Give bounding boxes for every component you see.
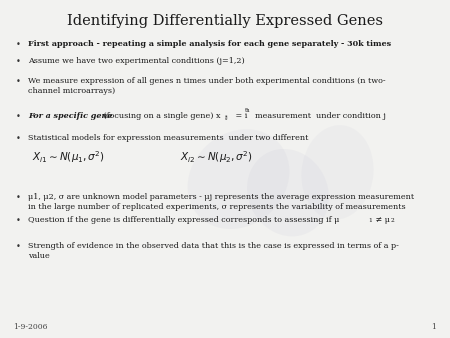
Text: μ1, μ2, σ are unknown model parameters - μj represents the average expression me: μ1, μ2, σ are unknown model parameters -… (28, 193, 414, 211)
Text: •: • (16, 216, 21, 225)
Text: •: • (16, 134, 21, 143)
Text: = i: = i (233, 112, 247, 120)
Ellipse shape (188, 129, 289, 229)
Text: 1-9-2006: 1-9-2006 (14, 322, 48, 331)
Text: •: • (16, 57, 21, 66)
Ellipse shape (302, 125, 373, 220)
Text: ≠ μ: ≠ μ (373, 216, 390, 224)
Text: ij: ij (225, 115, 229, 120)
Text: •: • (16, 40, 21, 49)
Text: $X_{i1} \sim N(\mu_1, \sigma^2)$: $X_{i1} \sim N(\mu_1, \sigma^2)$ (32, 149, 104, 165)
Text: th: th (245, 108, 251, 113)
Text: measurement  under condition j: measurement under condition j (255, 112, 386, 120)
Text: Assume we have two experimental conditions (j=1,2): Assume we have two experimental conditio… (28, 57, 245, 65)
Text: Identifying Differentially Expressed Genes: Identifying Differentially Expressed Gen… (67, 14, 383, 28)
Text: We measure expression of all genes n times under both experimental conditions (n: We measure expression of all genes n tim… (28, 77, 386, 95)
Text: $X_{i2} \sim N(\mu_2, \sigma^2)$: $X_{i2} \sim N(\mu_2, \sigma^2)$ (180, 149, 253, 165)
Text: •: • (16, 193, 21, 202)
Text: 1: 1 (432, 322, 436, 331)
Text: •: • (16, 77, 21, 86)
Text: 2: 2 (390, 218, 394, 223)
Text: •: • (16, 112, 21, 121)
Text: Statistical models for expression measurements  under two different: Statistical models for expression measur… (28, 134, 308, 142)
Ellipse shape (247, 149, 329, 236)
Text: Strength of evidence in the observed data that this is the case is expressed in : Strength of evidence in the observed dat… (28, 242, 399, 260)
Text: •: • (16, 242, 21, 251)
Text: (focusing on a single gene) x: (focusing on a single gene) x (101, 112, 221, 120)
Text: For a specific gene: For a specific gene (28, 112, 112, 120)
Text: 1: 1 (368, 218, 372, 223)
Text: First approach - repeating a simple analysis for each gene separately - 30k time: First approach - repeating a simple anal… (28, 40, 391, 48)
Text: Question if the gene is differentially expressed corresponds to assessing if μ: Question if the gene is differentially e… (28, 216, 339, 224)
